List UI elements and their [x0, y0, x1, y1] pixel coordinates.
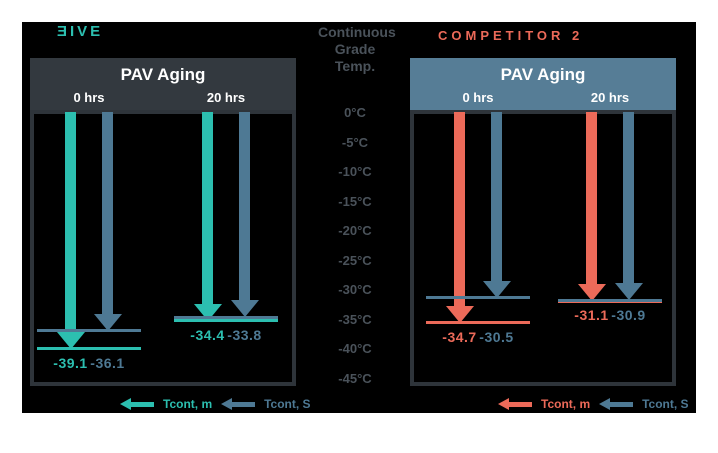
- value-arrow: [577, 112, 606, 302]
- legend-label-tcont-s: Tcont, S: [642, 397, 689, 411]
- axis-title-line-1: Continuous: [318, 24, 396, 40]
- panel-left-title: PAV Aging: [120, 65, 206, 84]
- arrow-shaft: [622, 112, 634, 286]
- arrow-shaft: [201, 112, 213, 306]
- legend-label-tcont-m: Tcont, m: [163, 397, 213, 411]
- arrow-head: [577, 284, 606, 302]
- value-line: [558, 298, 662, 302]
- legend-right: Tcont, m Tcont, S: [498, 395, 689, 413]
- value-label: -31.1: [574, 307, 609, 324]
- value-label: -30.5: [479, 328, 514, 345]
- category-label-20hrs: 20 hrs: [590, 90, 630, 105]
- tcont-s-arrow-icon: [599, 398, 634, 410]
- value-line: [426, 321, 530, 325]
- axis-tick-label: -5°C: [341, 134, 369, 150]
- value-arrow: [445, 112, 474, 323]
- value-label: -30.9: [611, 307, 646, 324]
- legend-left: Tcont, m Tcont, S: [120, 395, 311, 413]
- value-arrow: [56, 112, 85, 349]
- arrow-head: [614, 283, 643, 301]
- arrow-shaft: [101, 112, 113, 316]
- panel-right-title: PAV Aging: [500, 65, 586, 84]
- arrow-shaft: [238, 112, 250, 303]
- arrow-shaft: [490, 112, 502, 283]
- arrow-head: [445, 305, 474, 323]
- value-arrow: [93, 112, 122, 331]
- tcont-s-arrow-icon: [221, 398, 256, 410]
- value-line: [174, 315, 278, 319]
- axis-tick-label: -45°C: [338, 370, 372, 386]
- value-line: [37, 347, 141, 351]
- arrow-head: [56, 331, 85, 349]
- value-arrow: [230, 112, 259, 318]
- value-line: [426, 296, 530, 300]
- arrow-head: [230, 300, 259, 318]
- legend-label-tcont-s: Tcont, S: [264, 397, 311, 411]
- legend-label-tcont-m: Tcont, m: [541, 397, 591, 411]
- value-arrow: [482, 112, 511, 298]
- value-label: -34.4: [190, 326, 225, 343]
- axis-tick-label: -10°C: [338, 164, 372, 179]
- panel-left-header: PAV Aging 0 hrs 20 hrs: [30, 58, 296, 110]
- value-label: -36.1: [90, 354, 125, 371]
- value-label: -33.8: [227, 326, 262, 343]
- axis-tick-label: 0°C: [344, 105, 366, 120]
- panel-right-header: PAV Aging 0 hrs 20 hrs: [410, 58, 676, 110]
- axis-tick-label: -20°C: [338, 223, 372, 238]
- value-arrow: [193, 112, 222, 321]
- arrow-shaft: [585, 112, 597, 287]
- category-label-0hrs: 0 hrs: [73, 90, 105, 105]
- brand-logo: ƎIVE: [57, 23, 104, 40]
- axis-title: Continuous Grade Temp.: [318, 24, 396, 75]
- axis-title-line-3: Temp.: [334, 58, 376, 74]
- axis-tick-label: -15°C: [338, 193, 372, 209]
- category-label-0hrs: 0 hrs: [462, 90, 494, 105]
- arrow-shaft: [64, 112, 76, 334]
- tcont-m-arrow-icon: [120, 398, 154, 410]
- value-line: [174, 319, 278, 323]
- arrow-shaft: [453, 112, 465, 308]
- arrow-head: [93, 313, 122, 331]
- value-line: [37, 329, 141, 333]
- axis-tick-label: -35°C: [338, 311, 372, 327]
- arrow-head: [482, 280, 511, 298]
- category-label-20hrs: 20 hrs: [206, 90, 246, 105]
- value-label: -34.7: [442, 328, 477, 345]
- axis-tick-label: -25°C: [338, 252, 372, 268]
- tcont-m-arrow-icon: [498, 398, 532, 410]
- axis-tick-label: -30°C: [338, 282, 372, 297]
- axis-title-line-2: Grade: [334, 41, 376, 57]
- axis-tick-label: -40°C: [338, 341, 372, 356]
- competitor-label: COMPETITOR 2: [438, 28, 584, 43]
- value-label: -39.1: [53, 354, 88, 371]
- value-arrow: [614, 112, 643, 301]
